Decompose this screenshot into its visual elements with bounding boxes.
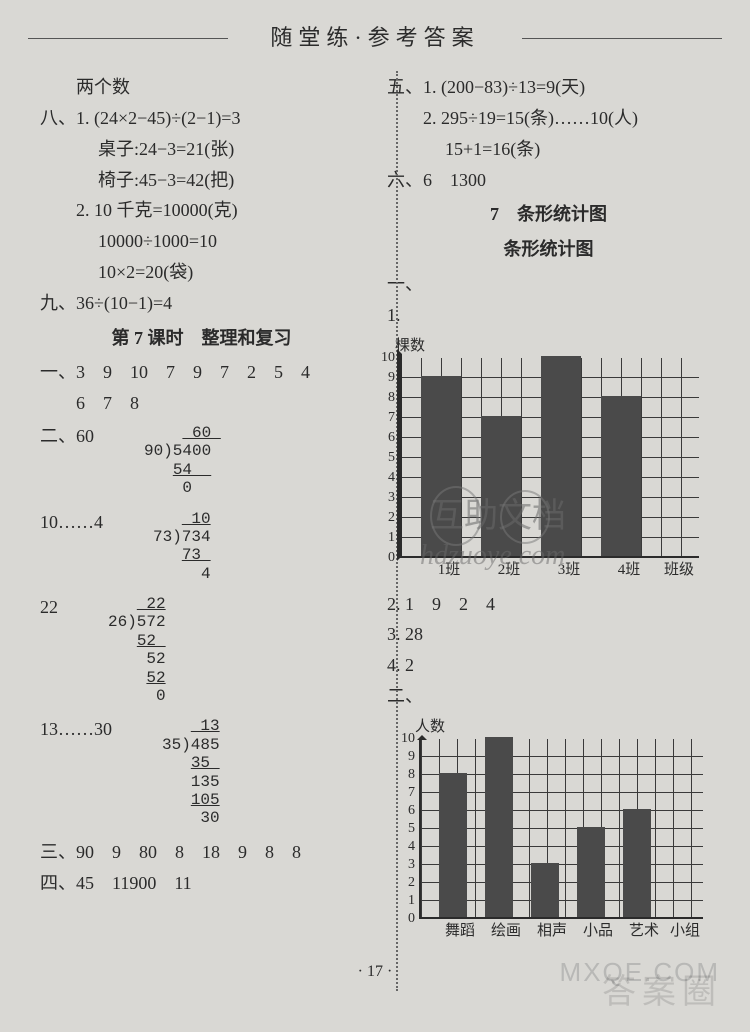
section-title: 第 7 课时 整理和复习 bbox=[40, 324, 363, 353]
text-line: 九、36÷(10−1)=4 bbox=[40, 289, 363, 318]
long-division: 13 35)485 35 135 105 30 bbox=[162, 717, 220, 827]
bar bbox=[623, 809, 651, 917]
text-line: 二、 bbox=[387, 682, 710, 711]
long-division: 22 26)572 52 52 52 0 bbox=[108, 595, 166, 705]
x-tick-labels: 1班2班3班4班班级 bbox=[399, 558, 699, 582]
text-line: 六、6 1300 bbox=[387, 166, 710, 195]
text-line: 22 bbox=[40, 593, 58, 622]
text-line: 6 7 8 bbox=[40, 389, 363, 418]
text-line: 2. 1 9 2 4 bbox=[387, 590, 710, 619]
text-line: 五、1. (200−83)÷13=9(天) bbox=[387, 73, 710, 102]
y-tick-labels: 109876543210 bbox=[397, 739, 415, 919]
text-line: 2. 295÷19=15(条)……10(人) bbox=[387, 104, 710, 133]
x-tick-labels: 舞蹈绘画相声小品艺术小组 bbox=[419, 919, 703, 943]
text-line: 一、3 9 10 7 9 7 2 5 4 bbox=[40, 358, 363, 387]
long-division: 60 90)5400 54 0 bbox=[144, 424, 221, 498]
bar bbox=[577, 827, 605, 917]
text-line: 13……30 bbox=[40, 715, 112, 744]
bar bbox=[485, 737, 513, 917]
unit-title: 7 条形统计图 bbox=[387, 200, 710, 229]
text-line: 四、45 11900 11 bbox=[40, 869, 363, 898]
text-line: 椅子:45−3=42(把) bbox=[40, 166, 363, 195]
text-line: 两个数 bbox=[40, 73, 363, 102]
text-line: 4. 2 bbox=[387, 651, 710, 680]
text-line: 3. 28 bbox=[387, 620, 710, 649]
text-line: 15+1=16(条) bbox=[387, 135, 710, 164]
left-column: 两个数 八、1. (24×2−45)÷(2−1)=3 桌子:24−3=21(张)… bbox=[28, 71, 375, 951]
page-number: · 17 · bbox=[28, 959, 722, 985]
right-column: 五、1. (200−83)÷13=9(天) 2. 295÷19=15(条)……1… bbox=[375, 71, 722, 951]
text-line: 二、60 bbox=[40, 422, 94, 451]
text-line: 2. 10 千克=10000(克) bbox=[40, 196, 363, 225]
bar bbox=[531, 863, 559, 917]
chart-grid bbox=[399, 358, 699, 558]
text-line: 桌子:24−3=21(张) bbox=[40, 135, 363, 164]
bar bbox=[481, 416, 521, 556]
columns: 两个数 八、1. (24×2−45)÷(2−1)=3 桌子:24−3=21(张)… bbox=[28, 71, 722, 951]
y-tick-labels: 109876543210 bbox=[377, 358, 395, 558]
bar bbox=[421, 376, 461, 556]
text-line: 10000÷1000=10 bbox=[40, 227, 363, 256]
text-line: 八、1. (24×2−45)÷(2−1)=3 bbox=[40, 104, 363, 133]
page: 随堂练·参考答案 两个数 八、1. (24×2−45)÷(2−1)=3 桌子:2… bbox=[0, 0, 750, 1032]
bar bbox=[541, 356, 581, 556]
bar bbox=[601, 396, 641, 556]
text-line: 10……4 bbox=[40, 508, 103, 537]
text-line: 1. bbox=[387, 301, 710, 330]
long-division: 10 73)734 73 4 bbox=[153, 510, 211, 584]
page-title: 随堂练·参考答案 bbox=[28, 20, 722, 55]
bar-chart-2: 人数 109876543210 舞蹈绘画相声小品艺术小组 bbox=[399, 715, 710, 943]
chart-grid bbox=[419, 739, 703, 919]
text-line: 三、90 9 80 8 18 9 8 8 bbox=[40, 838, 363, 867]
text-line: 10×2=20(袋) bbox=[40, 258, 363, 287]
y-axis-label: 人数 bbox=[415, 715, 710, 739]
bar-chart-1: 棵数 109876543210 1班2班3班4班班级 bbox=[399, 334, 710, 582]
bar bbox=[439, 773, 467, 917]
unit-subtitle: 条形统计图 bbox=[387, 235, 710, 264]
text-line: 一、 bbox=[387, 270, 710, 299]
